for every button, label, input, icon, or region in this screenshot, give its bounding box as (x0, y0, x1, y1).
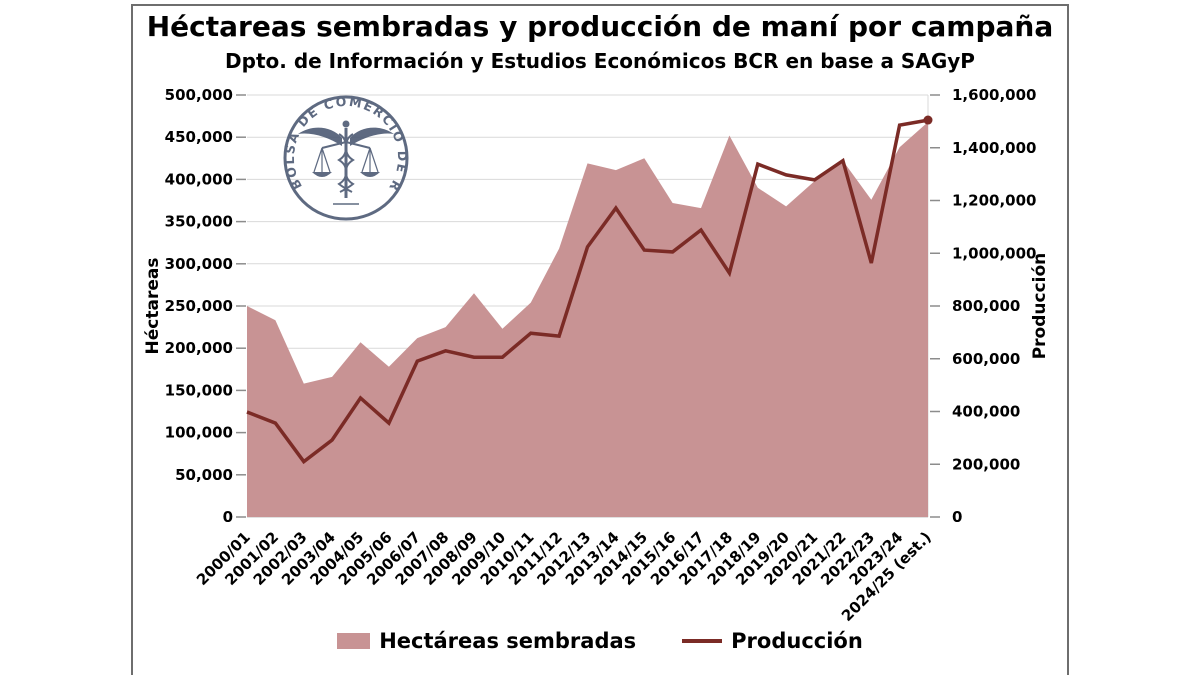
hectares-area (247, 122, 928, 517)
right-tick-label: 1,400,000 (952, 139, 1036, 157)
production-line (246, 118, 929, 465)
right-tick-label: 600,000 (952, 350, 1020, 368)
right-axis-title: Producción (1030, 253, 1050, 360)
caduceus-icon (298, 120, 394, 205)
legend: Hectáreas sembradas Producción (131, 629, 1069, 653)
production-end-dot (923, 115, 933, 125)
right-tick-label: 800,000 (952, 297, 1020, 315)
right-tick-label: 200,000 (952, 455, 1020, 473)
left-tick-label: 100,000 (165, 424, 233, 442)
left-tick-label: 150,000 (165, 381, 233, 399)
area-swatch-icon (337, 633, 371, 649)
left-tick-label: 350,000 (165, 213, 233, 231)
right-tick-label: 1,000,000 (952, 244, 1036, 262)
series-layer (246, 115, 933, 517)
axis-layer: 0 50,000 100,000 150,000 200,000 250,000 300,0… (165, 86, 1037, 625)
chart-subtitle: Dpto. de Información y Estudios Económic… (225, 49, 975, 73)
right-tick-label: 0 (952, 508, 962, 526)
left-tick-label: 450,000 (165, 128, 233, 146)
chart-title: Héctareas sembradas y producción de maní… (146, 10, 1054, 43)
right-tick-label: 1,600,000 (952, 86, 1036, 104)
left-tick-label: 500,000 (165, 86, 233, 104)
left-tick-label: 300,000 (165, 255, 233, 273)
left-tick-label: 250,000 (165, 297, 233, 315)
left-tick-label: 400,000 (165, 170, 233, 188)
bcr-logo: BOLSA DE COMERCIO DE ROSARIO (282, 94, 409, 221)
legend-label-produccion: Producción (731, 629, 863, 653)
left-tick-label: 0 (223, 508, 233, 526)
legend-item-hectareas: Hectáreas sembradas (337, 629, 636, 653)
logo-outer-circle (283, 95, 409, 221)
left-axis-title: Héctareas (143, 258, 163, 355)
line-swatch-icon (682, 639, 723, 643)
left-tick-label: 50,000 (175, 466, 233, 484)
right-tick-label: 400,000 (952, 403, 1020, 421)
left-tick-label: 200,000 (165, 339, 233, 357)
right-tick-label: 1,200,000 (952, 192, 1036, 210)
legend-label-hectareas: Hectáreas sembradas (379, 629, 637, 653)
legend-item-produccion: Producción (682, 629, 863, 653)
